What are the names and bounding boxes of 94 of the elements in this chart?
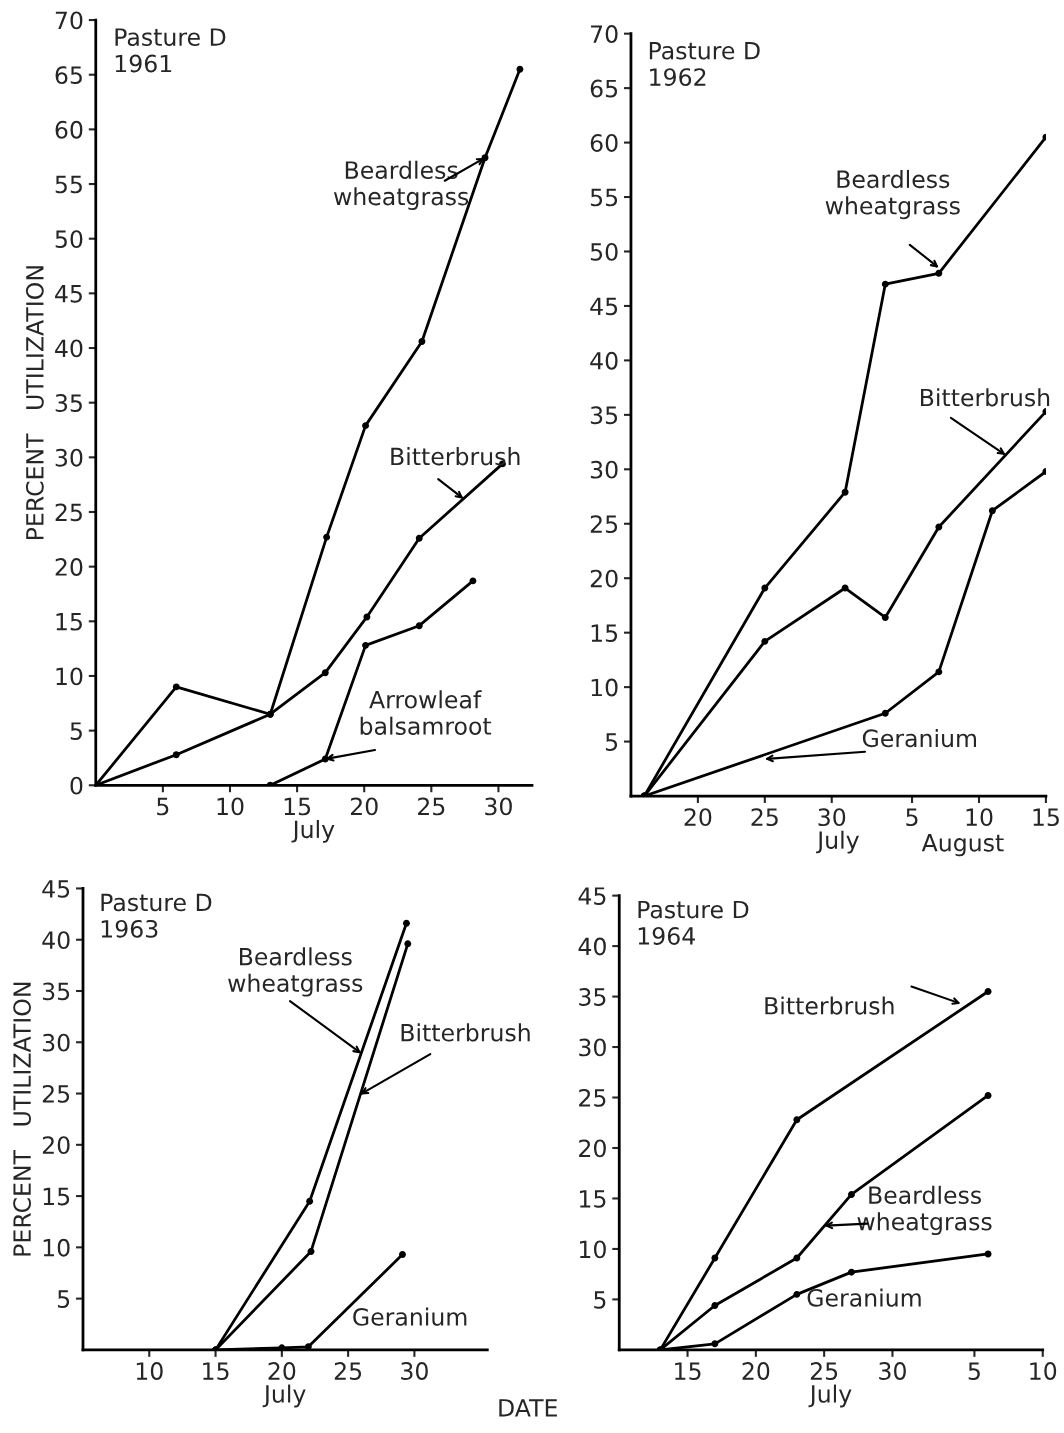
text: Pasture D 1962 [649, 42, 760, 87]
x-tick-label: 15 [675, 1362, 701, 1380]
y-tick-label: 60 [55, 120, 83, 139]
y-tick-label: 30 [579, 1038, 606, 1057]
y-tick-label: 10 [579, 1240, 606, 1259]
x-tick-label: 20 [350, 797, 378, 816]
y-tick-label: 0 [70, 776, 83, 795]
x-tick-label: 15 [1033, 808, 1059, 827]
annotation: Arrowleaf balsamroot [360, 690, 492, 735]
y-tick-label: 25 [42, 1084, 70, 1103]
annotation: Bitterbrush [921, 388, 1050, 407]
text: DATE [499, 1399, 557, 1417]
y-tick-label: 45 [55, 285, 82, 303]
y-tick-label: 20 [42, 1136, 70, 1155]
y-axis-title: PERCENT UTILIZATION [25, 266, 44, 540]
x-tick-label: 25 [334, 1362, 362, 1380]
y-tick-label: 5 [605, 733, 618, 751]
x-axis-title: July [808, 1384, 852, 1408]
y-tick-label: 70 [591, 25, 618, 43]
annotation: Geranium [353, 1307, 467, 1326]
y-tick-label: 45 [42, 880, 70, 898]
x-tick-label: 30 [879, 1362, 906, 1380]
y-tick-label: 30 [590, 460, 618, 479]
x-tick-label: 25 [751, 808, 778, 827]
annotation: Bitterbrush [391, 447, 520, 466]
x-axis-title: July [291, 819, 335, 843]
y-tick-label: 5 [70, 722, 82, 740]
annotation: Beardless wheatgrass [228, 947, 363, 997]
annotation: Beardless wheatgrass [857, 1185, 992, 1236]
y-tick-label: 40 [55, 339, 83, 358]
text: Pasture D 1961 [115, 28, 226, 73]
y-tick-label: 60 [590, 134, 618, 152]
y-tick-label: 10 [43, 1238, 70, 1257]
y-tick-label: 15 [56, 613, 82, 631]
x-tick-label: 20 [742, 1362, 770, 1380]
y-tick-label: 35 [590, 406, 618, 425]
y-tick-label: 50 [55, 230, 83, 248]
x-tick-label: 25 [810, 1362, 838, 1380]
x-tick-label: 5 [906, 808, 918, 827]
y-axis-title: PERCENT UTILIZATION [13, 982, 32, 1256]
y-tick-label: 15 [591, 624, 618, 642]
y-tick-label: 45 [590, 297, 618, 316]
x-tick-label: 15 [284, 797, 311, 816]
y-tick-label: 15 [43, 1187, 70, 1206]
y-tick-label: 35 [55, 394, 82, 412]
x-tick-label: 30 [485, 797, 512, 816]
x-tick-label: 10 [1030, 1362, 1057, 1380]
y-tick-label: 25 [590, 515, 618, 534]
x-tick-label: 25 [418, 797, 445, 816]
annotation: Bitterbrush [765, 996, 894, 1015]
y-tick-label: 35 [42, 982, 70, 1001]
y-tick-label: 30 [42, 1033, 70, 1052]
y-tick-label: 70 [55, 11, 83, 30]
y-tick-label: 10 [591, 678, 618, 697]
annotation: Geranium [862, 728, 977, 748]
y-tick-label: 20 [579, 1139, 606, 1158]
y-tick-label: 40 [578, 937, 606, 956]
x-tick-label: 5 [968, 1362, 980, 1380]
annotation: Bitterbrush [401, 1023, 530, 1042]
y-tick-label: 10 [56, 667, 83, 686]
x-tick-label: 10 [966, 808, 993, 827]
x-tick-label: 30 [818, 808, 846, 827]
y-tick-label: 40 [42, 931, 70, 950]
x-tick-label: 10 [217, 797, 244, 816]
y-tick-label: 25 [579, 1088, 606, 1107]
y-tick-label: 20 [55, 558, 83, 576]
y-tick-label: 5 [57, 1290, 70, 1308]
annotation: Beardless wheatgrass [825, 169, 960, 220]
x-tick-label: 30 [401, 1362, 428, 1380]
x-tick-label: 15 [203, 1362, 229, 1380]
text: Pasture D 1963 [101, 893, 212, 938]
y-tick-label: 40 [590, 351, 618, 370]
text: Pasture D 1964 [638, 900, 749, 945]
y-tick-label: 25 [55, 503, 82, 522]
y-tick-label: 65 [590, 79, 618, 98]
y-tick-label: 55 [590, 188, 618, 207]
y-tick-label: 45 [578, 887, 606, 905]
x-tick-label: 5 [157, 797, 169, 816]
x-tick-label: 20 [268, 1362, 296, 1380]
y-tick-label: 5 [594, 1291, 606, 1309]
annotation: Beardless wheatgrass [333, 160, 469, 210]
y-tick-label: 15 [579, 1190, 606, 1208]
x-axis-title: July [262, 1384, 306, 1408]
x-tick-label: 20 [684, 808, 712, 827]
y-tick-label: 30 [55, 448, 83, 467]
text: August [921, 834, 1004, 857]
annotation: Geranium [807, 1288, 921, 1307]
y-tick-label: 35 [579, 988, 606, 1006]
y-tick-label: 55 [55, 175, 82, 194]
y-tick-label: 65 [55, 66, 82, 85]
x-tick-label: 10 [136, 1362, 163, 1380]
y-tick-label: 20 [590, 569, 618, 588]
x-axis-title: July [815, 830, 859, 854]
y-tick-label: 50 [590, 242, 618, 261]
